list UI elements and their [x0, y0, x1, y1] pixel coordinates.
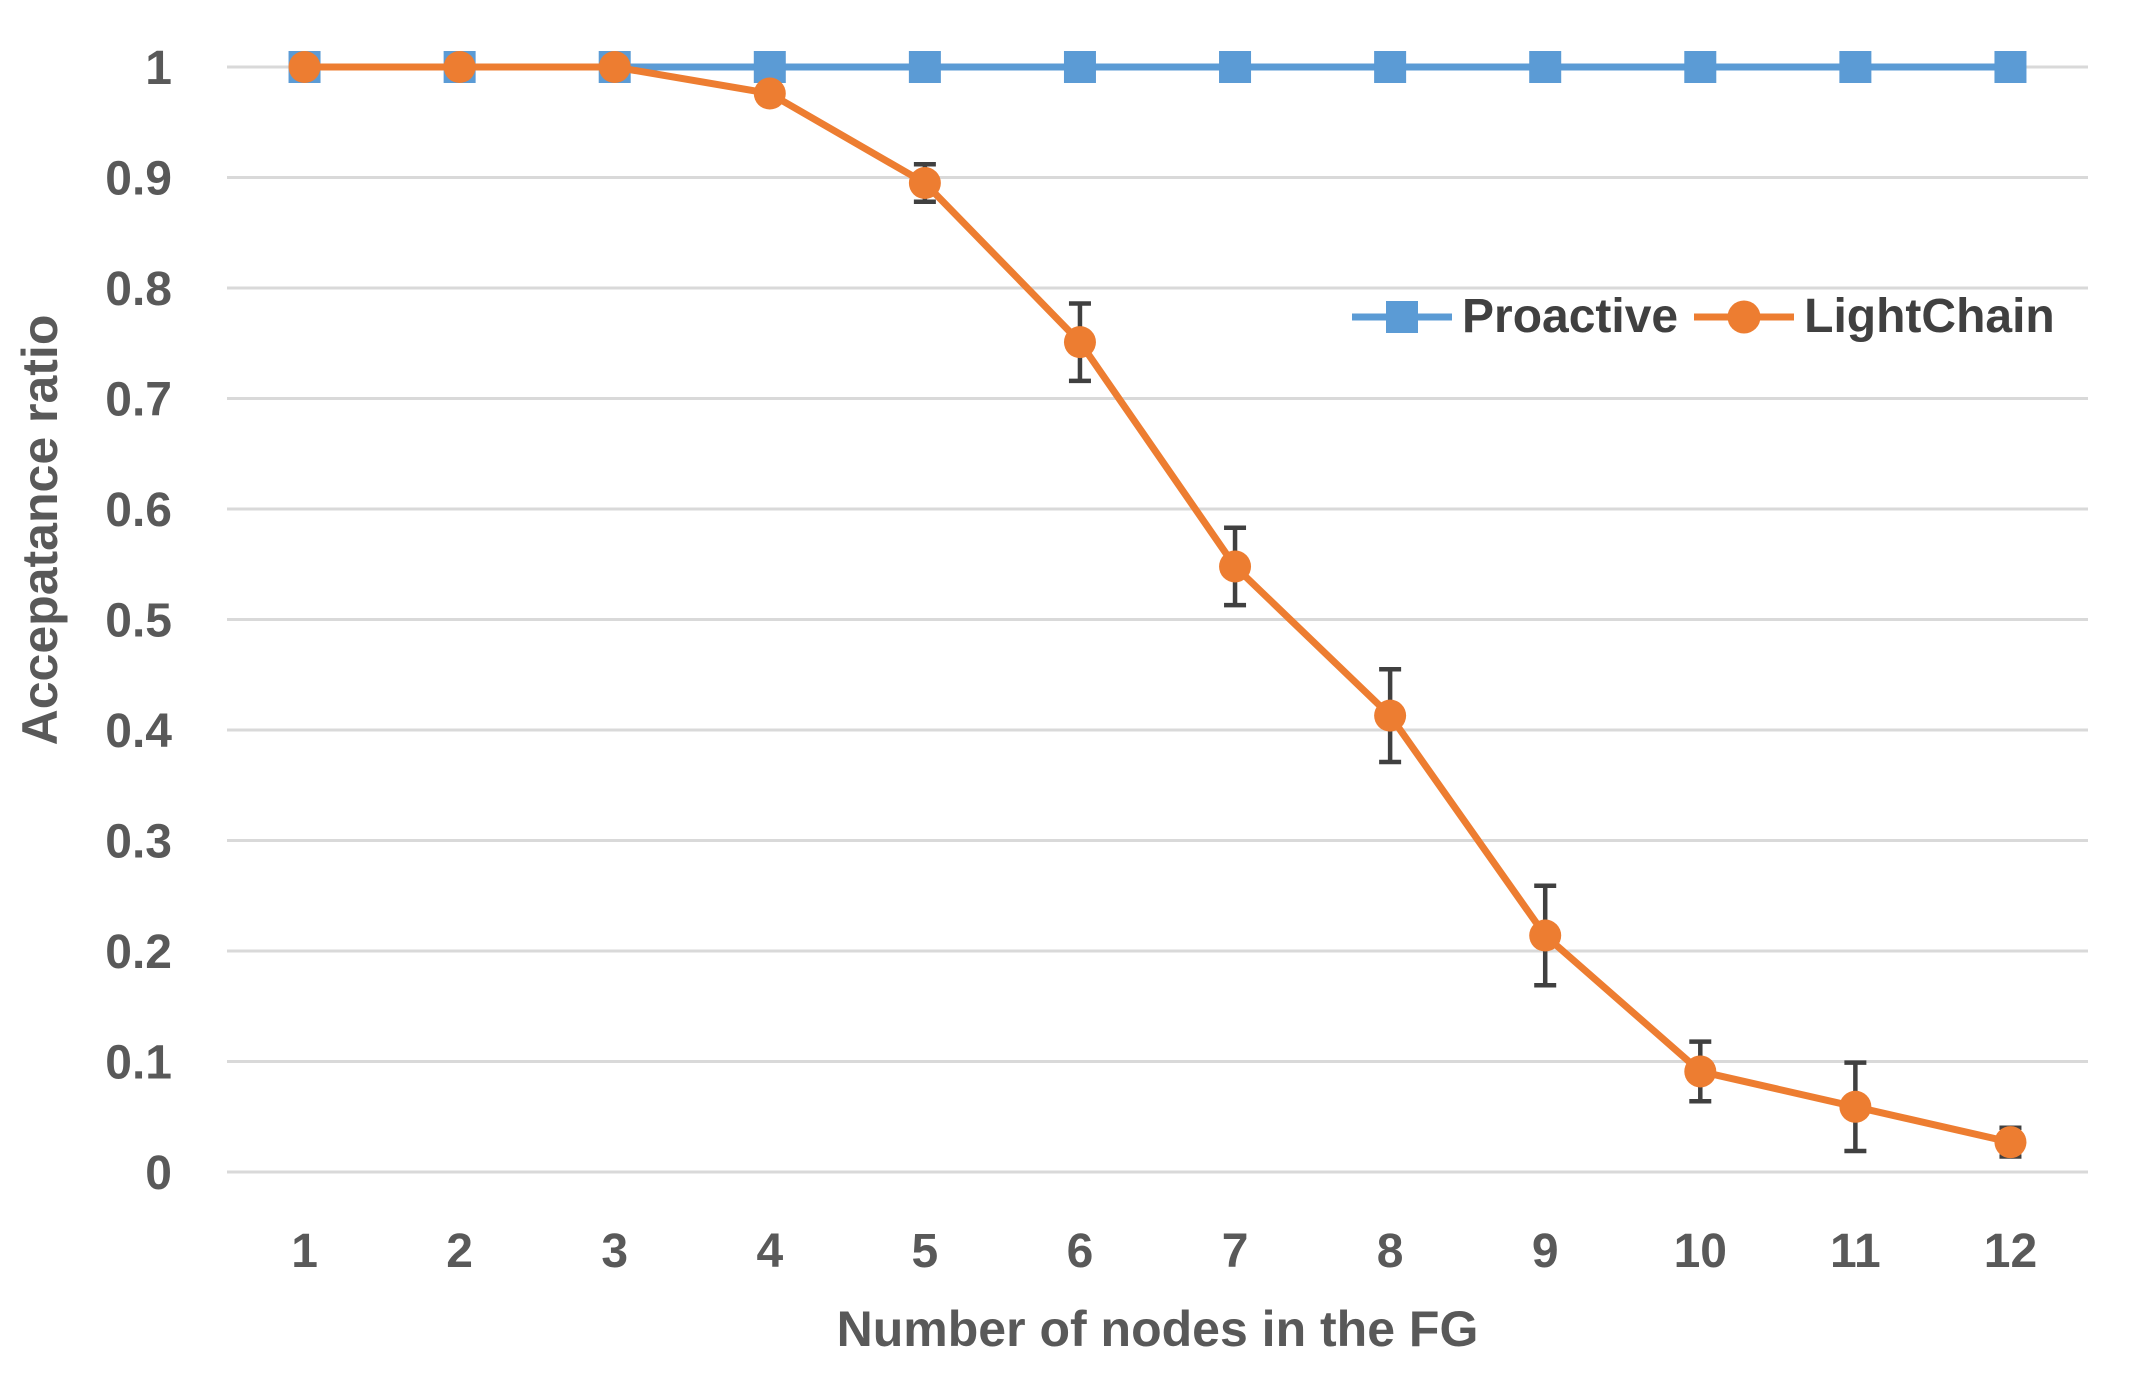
- lightchain-marker: [443, 51, 476, 83]
- x-tick-label: 10: [1674, 1225, 1727, 1278]
- legend-label-lightchain: LightChain: [1804, 290, 2055, 343]
- lightchain-marker: [288, 51, 321, 83]
- proactive-marker: [1219, 51, 1252, 83]
- proactive-legend-marker-icon: [1352, 301, 1452, 333]
- x-tick-label: 11: [1830, 1225, 1881, 1278]
- lightchain-marker: [1994, 1126, 2027, 1159]
- proactive-marker: [1839, 51, 1872, 83]
- lightchain-marker: [1529, 919, 1562, 952]
- legend: Proactive LightChain: [1352, 293, 2055, 341]
- y-tick-label: 0: [145, 1147, 172, 1200]
- x-axis-title: Number of nodes in the FG: [836, 1301, 1479, 1357]
- x-tick-label: 12: [1984, 1225, 2037, 1278]
- x-tick-label: 3: [601, 1225, 628, 1278]
- lightchain-marker: [1839, 1090, 1872, 1123]
- y-tick-label: 0.4: [105, 705, 172, 758]
- y-tick-label: 1: [145, 42, 172, 95]
- proactive-marker: [1529, 51, 1562, 83]
- legend-label-proactive: Proactive: [1462, 290, 1679, 343]
- y-tick-label: 0.5: [105, 595, 172, 648]
- lightchain-marker: [1219, 550, 1252, 583]
- y-tick-label: 0.1: [105, 1037, 172, 1090]
- y-tick-label: 0.3: [105, 816, 172, 869]
- x-tick-label: 7: [1222, 1225, 1249, 1278]
- y-tick-label: 0.7: [105, 374, 172, 427]
- x-tick-label: 4: [756, 1225, 783, 1278]
- lightchain-marker: [908, 167, 941, 200]
- proactive-marker: [1063, 51, 1096, 83]
- proactive-marker: [908, 51, 941, 83]
- lightchain-marker: [1684, 1055, 1717, 1088]
- lightchain-legend-marker-icon: [1694, 300, 1795, 334]
- legend-item-lightchain: LightChain: [1694, 293, 2055, 341]
- y-axis-title: Accepatance ratio: [12, 314, 68, 746]
- proactive-marker: [1374, 51, 1407, 83]
- x-tick-label: 2: [446, 1225, 473, 1278]
- y-tick-label: 0.6: [105, 484, 172, 537]
- y-tick-label: 0.9: [105, 153, 172, 206]
- y-tick-label: 0.2: [105, 926, 172, 979]
- lightchain-marker: [598, 51, 631, 83]
- x-tick-label: 6: [1067, 1225, 1094, 1278]
- proactive-marker: [1684, 51, 1717, 83]
- y-tick-label: 0.8: [105, 263, 172, 316]
- lightchain-marker: [753, 77, 786, 110]
- proactive-marker: [1994, 51, 2027, 83]
- legend-item-proactive: Proactive: [1352, 293, 1678, 341]
- lightchain-marker: [1374, 699, 1407, 732]
- x-tick-label: 1: [291, 1225, 318, 1278]
- x-tick-label: 5: [912, 1225, 939, 1278]
- lightchain-marker: [1063, 326, 1096, 359]
- x-tick-label: 9: [1532, 1225, 1559, 1278]
- x-tick-label: 8: [1377, 1225, 1404, 1278]
- lightchain-line: [304, 63, 2012, 1146]
